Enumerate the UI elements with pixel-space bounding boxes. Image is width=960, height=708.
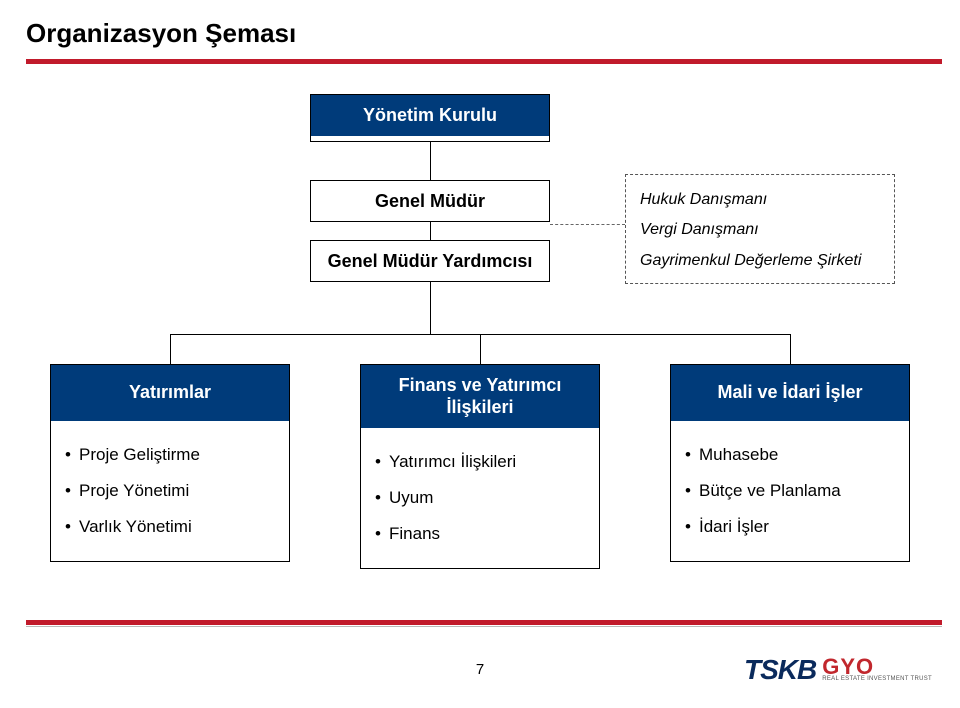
page-title: Organizasyon Şeması <box>0 0 960 59</box>
logo-gyo: GYO REAL ESTATE INVESTMENT TRUST <box>822 657 932 682</box>
connector-dashed <box>550 224 625 225</box>
connector <box>480 334 481 364</box>
logo: TSKB GYO REAL ESTATE INVESTMENT TRUST <box>744 654 932 686</box>
list-item: Proje Geliştirme <box>65 437 275 473</box>
list-item: Varlık Yönetimi <box>65 509 275 545</box>
list-item: Proje Yönetimi <box>65 473 275 509</box>
list-item: İdari İşler <box>685 509 895 545</box>
dept-yatirimlar: Yatırımlar Proje Geliştirme Proje Yöneti… <box>50 364 290 562</box>
dept-finans: Finans ve Yatırımcı İlişkileri Yatırımcı… <box>360 364 600 569</box>
dept-title: Finans ve Yatırımcı İlişkileri <box>361 365 599 428</box>
dept-list: Yatırımcı İlişkileri Uyum Finans <box>361 428 599 568</box>
logo-tskb: TSKB <box>744 654 816 686</box>
connector <box>430 142 431 180</box>
advisor-line: Hukuk Danışmanı <box>640 185 880 215</box>
node-label: Genel Müdür <box>375 191 485 212</box>
footer-rule-thin <box>26 626 942 627</box>
dept-list: Proje Geliştirme Proje Yönetimi Varlık Y… <box>51 421 289 561</box>
list-item: Finans <box>375 516 585 552</box>
advisor-line: Gayrimenkul Değerleme Şirketi <box>640 246 880 276</box>
advisor-line: Vergi Danışmanı <box>640 215 880 245</box>
logo-gyo-text: GYO <box>822 657 932 677</box>
logo-tagline: REAL ESTATE INVESTMENT TRUST <box>822 677 932 682</box>
dept-list: Muhasebe Bütçe ve Planlama İdari İşler <box>671 421 909 561</box>
list-item: Yatırımcı İlişkileri <box>375 444 585 480</box>
node-label: Yönetim Kurulu <box>311 95 549 136</box>
connector <box>790 334 791 364</box>
dept-title: Mali ve İdari İşler <box>671 365 909 421</box>
advisors-box: Hukuk Danışmanı Vergi Danışmanı Gayrimen… <box>625 174 895 284</box>
node-yonetim-kurulu: Yönetim Kurulu <box>310 94 550 142</box>
footer-rule <box>26 620 942 626</box>
list-item: Uyum <box>375 480 585 516</box>
footer-rule-thick <box>26 620 942 625</box>
dept-title: Yatırımlar <box>51 365 289 421</box>
list-item: Muhasebe <box>685 437 895 473</box>
org-chart: Yönetim Kurulu Genel Müdür Genel Müdür Y… <box>0 64 960 584</box>
list-item: Bütçe ve Planlama <box>685 473 895 509</box>
connector <box>170 334 171 364</box>
dept-mali-idari: Mali ve İdari İşler Muhasebe Bütçe ve Pl… <box>670 364 910 562</box>
node-genel-mudur: Genel Müdür <box>310 180 550 222</box>
connector <box>430 222 431 240</box>
connector <box>430 282 431 334</box>
node-label: Genel Müdür Yardımcısı <box>328 251 533 272</box>
node-gm-yardimcisi: Genel Müdür Yardımcısı <box>310 240 550 282</box>
